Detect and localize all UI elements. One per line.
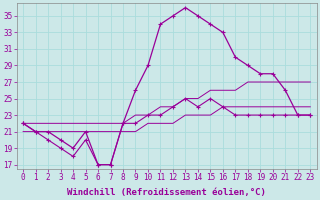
X-axis label: Windchill (Refroidissement éolien,°C): Windchill (Refroidissement éolien,°C) xyxy=(67,188,266,197)
